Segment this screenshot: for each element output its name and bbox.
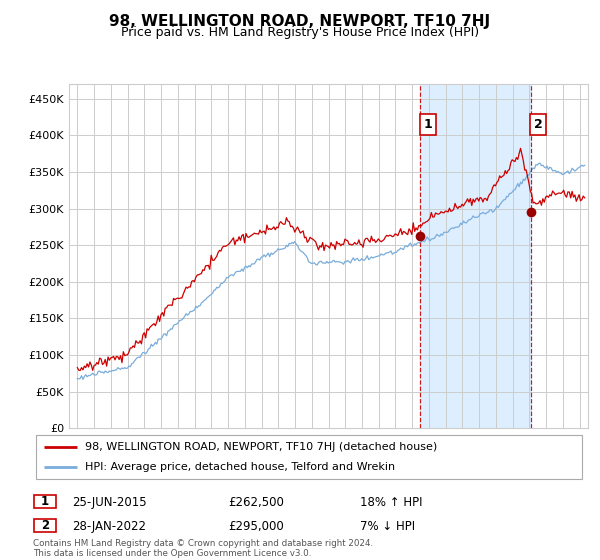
FancyBboxPatch shape bbox=[36, 435, 582, 479]
Text: 25-JUN-2015: 25-JUN-2015 bbox=[72, 496, 146, 509]
Text: 28-JAN-2022: 28-JAN-2022 bbox=[72, 520, 146, 533]
Text: 2: 2 bbox=[534, 118, 542, 131]
Text: Price paid vs. HM Land Registry's House Price Index (HPI): Price paid vs. HM Land Registry's House … bbox=[121, 26, 479, 39]
Text: 98, WELLINGTON ROAD, NEWPORT, TF10 7HJ (detached house): 98, WELLINGTON ROAD, NEWPORT, TF10 7HJ (… bbox=[85, 442, 437, 452]
Text: 1: 1 bbox=[424, 118, 433, 131]
Text: £295,000: £295,000 bbox=[228, 520, 284, 533]
Text: £262,500: £262,500 bbox=[228, 496, 284, 509]
Bar bbox=[420, 84, 530, 428]
Text: 1: 1 bbox=[41, 495, 49, 508]
Text: 98, WELLINGTON ROAD, NEWPORT, TF10 7HJ: 98, WELLINGTON ROAD, NEWPORT, TF10 7HJ bbox=[109, 14, 491, 29]
Text: HPI: Average price, detached house, Telford and Wrekin: HPI: Average price, detached house, Telf… bbox=[85, 462, 395, 472]
Text: 7% ↓ HPI: 7% ↓ HPI bbox=[360, 520, 415, 533]
Text: 18% ↑ HPI: 18% ↑ HPI bbox=[360, 496, 422, 509]
Text: Contains HM Land Registry data © Crown copyright and database right 2024.
This d: Contains HM Land Registry data © Crown c… bbox=[33, 539, 373, 558]
FancyBboxPatch shape bbox=[34, 494, 56, 508]
FancyBboxPatch shape bbox=[34, 519, 56, 533]
Text: 2: 2 bbox=[41, 519, 49, 532]
